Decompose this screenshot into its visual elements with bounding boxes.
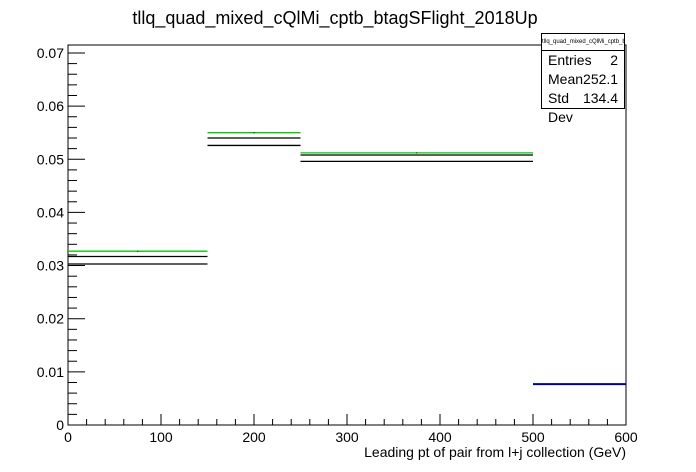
x-axis-label: Leading pt of pair from l+j collection (…	[364, 444, 626, 460]
x-tick-label: 300	[335, 429, 359, 445]
x-tick-label: 400	[428, 429, 452, 445]
histogram-bins	[68, 132, 626, 386]
chart-title: tllq_quad_mixed_cQlMi_cptb_btagSFlight_2…	[132, 8, 537, 29]
x-tick-label: 0	[64, 429, 72, 445]
y-tick-label: 0.02	[37, 311, 64, 327]
x-tick-label: 600	[614, 429, 638, 445]
stats-box: tllq_quad_mixed_cQlMi_cptb_btagSFlight_2…	[541, 33, 625, 125]
y-tick-label: 0	[56, 417, 64, 433]
x-axis-ticks: 0 100 200 300 400 500 600	[64, 414, 638, 445]
stats-std-value: 134.4	[582, 90, 618, 106]
y-axis-ticks: 0 0.01 0.02 0.03 0.04 0.05 0.06 0.07	[37, 45, 85, 433]
x-tick-label: 200	[242, 429, 266, 445]
stats-mean-label: Mean	[548, 71, 584, 87]
x-tick-label: 100	[149, 429, 173, 445]
y-tick-label: 0.05	[37, 151, 64, 167]
stats-entries-label: Entries	[548, 52, 592, 68]
stats-entries-value: 2	[610, 52, 618, 68]
stats-mean-value: 252.1	[583, 71, 619, 87]
y-tick-label: 0.06	[37, 98, 64, 114]
x-tick-label: 500	[521, 429, 545, 445]
y-tick-label: 0.04	[37, 204, 64, 220]
stats-entries-row: Entries 2	[542, 51, 624, 70]
y-tick-label: 0.07	[37, 45, 64, 61]
stats-title: tllq_quad_mixed_cQlMi_cptb_btagSFlight_2…	[542, 34, 624, 51]
y-tick-label: 0.03	[37, 258, 64, 274]
stats-mean-row: Mean 252.1	[542, 70, 624, 89]
stats-std-row: Std Dev 134.4	[542, 89, 624, 125]
y-tick-label: 0.01	[37, 364, 64, 380]
stats-std-label: Std Dev	[548, 90, 573, 125]
